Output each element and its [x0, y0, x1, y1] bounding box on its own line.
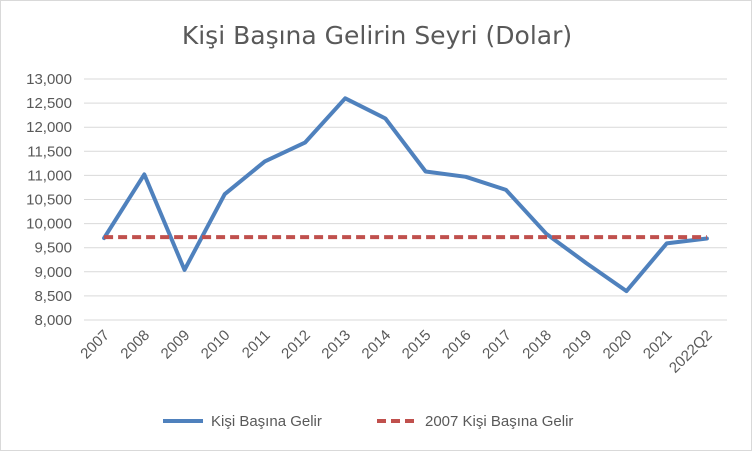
y-tick-label: 8,500 — [34, 288, 72, 305]
x-tick-label: 2008 — [117, 327, 153, 363]
y-tick-label: 13,000 — [26, 71, 72, 88]
x-tick-label: 2018 — [519, 327, 555, 363]
y-tick-label: 9,000 — [34, 264, 72, 281]
x-tick-label: 2009 — [158, 327, 194, 363]
y-tick-label: 11,000 — [27, 167, 72, 184]
y-tick-label: 12,000 — [26, 119, 72, 136]
x-tick-label: 2013 — [318, 327, 354, 363]
series-line-gelir — [102, 96, 709, 294]
x-tick-label: 2011 — [239, 327, 274, 362]
x-tick-label: 2016 — [439, 327, 475, 363]
x-tick-label: 2019 — [560, 327, 596, 363]
x-tick-label: 2012 — [278, 327, 314, 363]
chart-title: Kişi Başına Gelirin Seyri (Dolar) — [181, 21, 573, 50]
x-tick-label: 2021 — [640, 327, 676, 363]
x-tick-label: 2014 — [359, 327, 395, 363]
legend-label: 2007 Kişi Başına Gelir — [425, 413, 573, 430]
legend-label: Kişi Başına Gelir — [211, 413, 322, 430]
y-tick-label: 8,000 — [34, 312, 72, 329]
y-tick-label: 11,500 — [27, 143, 72, 160]
y-tick-label: 10,500 — [26, 192, 72, 209]
x-tick-label: 2022Q2 — [666, 327, 716, 377]
y-tick-label: 10,000 — [26, 216, 72, 233]
x-tick-label: 2015 — [399, 327, 435, 363]
y-tick-label: 12,500 — [26, 95, 72, 112]
x-tick-label: 2007 — [77, 327, 113, 363]
x-tick-label: 2017 — [479, 327, 515, 363]
x-tick-label: 2010 — [198, 327, 234, 363]
y-tick-label: 9,500 — [34, 240, 72, 257]
x-tick-label: 2020 — [600, 327, 636, 363]
